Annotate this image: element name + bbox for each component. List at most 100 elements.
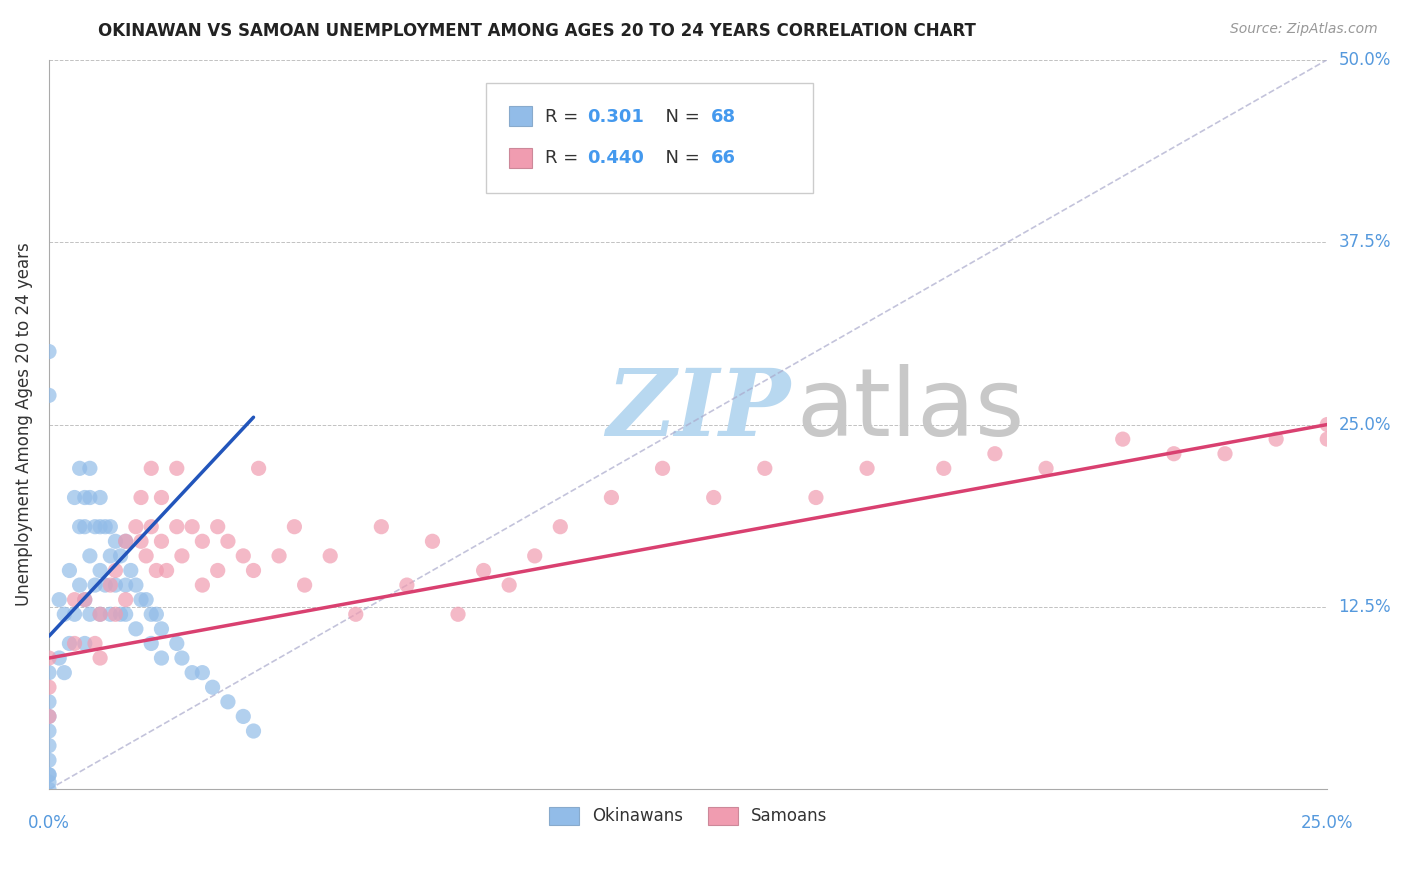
Point [651,461,673,475]
Point [125,519,148,533]
Point [63,607,86,622]
Point [79,549,101,563]
Point [201,680,224,694]
Point [344,607,367,622]
Point [242,564,264,578]
Point [53,665,76,680]
Text: 66: 66 [711,149,737,167]
Point [110,549,132,563]
FancyBboxPatch shape [486,83,814,194]
Point [207,519,229,533]
Point [73,592,96,607]
Point [1163,447,1185,461]
Point [141,607,163,622]
Point [38,782,60,797]
Point [191,534,214,549]
Point [98,549,121,563]
Bar [509,106,531,126]
Text: ZIP: ZIP [606,365,790,455]
Point [120,564,142,578]
Point [129,534,152,549]
Point [114,592,136,607]
Point [129,491,152,505]
Point [548,519,571,533]
Point [53,607,76,622]
Point [166,461,188,475]
Point [38,388,60,402]
Point [38,768,60,782]
Point [141,461,163,475]
Point [319,549,342,563]
Point [395,578,418,592]
Point [48,592,70,607]
Text: 37.5%: 37.5% [1339,233,1391,252]
Point [58,636,80,650]
Point [114,534,136,549]
Point [207,564,229,578]
Point [294,578,316,592]
Point [110,607,132,622]
Point [141,636,163,650]
Point [447,607,470,622]
Point [79,607,101,622]
Point [1213,447,1236,461]
Point [69,519,91,533]
Point [166,519,188,533]
Point [69,461,91,475]
Point [84,519,107,533]
Point [63,636,86,650]
Point [125,622,148,636]
Point [1112,432,1135,446]
Point [38,665,60,680]
Text: N =: N = [654,108,704,126]
Point [856,461,879,475]
Text: OKINAWAN VS SAMOAN UNEMPLOYMENT AMONG AGES 20 TO 24 YEARS CORRELATION CHART: OKINAWAN VS SAMOAN UNEMPLOYMENT AMONG AG… [98,22,976,40]
Point [63,592,86,607]
Point [104,534,127,549]
Point [150,622,173,636]
Point [150,651,173,665]
Point [114,578,136,592]
Text: 0.0%: 0.0% [28,814,70,832]
Point [150,491,173,505]
Point [38,709,60,723]
Point [38,695,60,709]
Point [73,636,96,650]
Point [79,461,101,475]
Point [242,724,264,739]
Point [170,549,193,563]
Point [89,519,111,533]
Point [141,519,163,533]
Point [98,519,121,533]
Point [754,461,776,475]
Point [181,519,204,533]
Bar [509,148,531,168]
Text: atlas: atlas [797,364,1025,456]
Point [1316,432,1339,446]
Point [89,491,111,505]
Point [1316,417,1339,432]
Point [38,651,60,665]
Point [38,724,60,739]
Point [217,534,239,549]
Point [84,636,107,650]
Point [114,534,136,549]
Point [600,491,623,505]
Point [89,607,111,622]
Text: 25.0%: 25.0% [1339,416,1391,434]
Text: 12.5%: 12.5% [1339,598,1391,616]
Text: Source: ZipAtlas.com: Source: ZipAtlas.com [1230,22,1378,37]
Point [232,709,254,723]
Point [89,564,111,578]
Point [38,753,60,767]
Point [191,665,214,680]
Text: N =: N = [654,149,704,167]
Point [498,578,520,592]
Point [232,549,254,563]
Point [283,519,305,533]
Point [166,636,188,650]
Point [69,578,91,592]
Text: 0.440: 0.440 [588,149,644,167]
Point [58,564,80,578]
Point [135,592,157,607]
